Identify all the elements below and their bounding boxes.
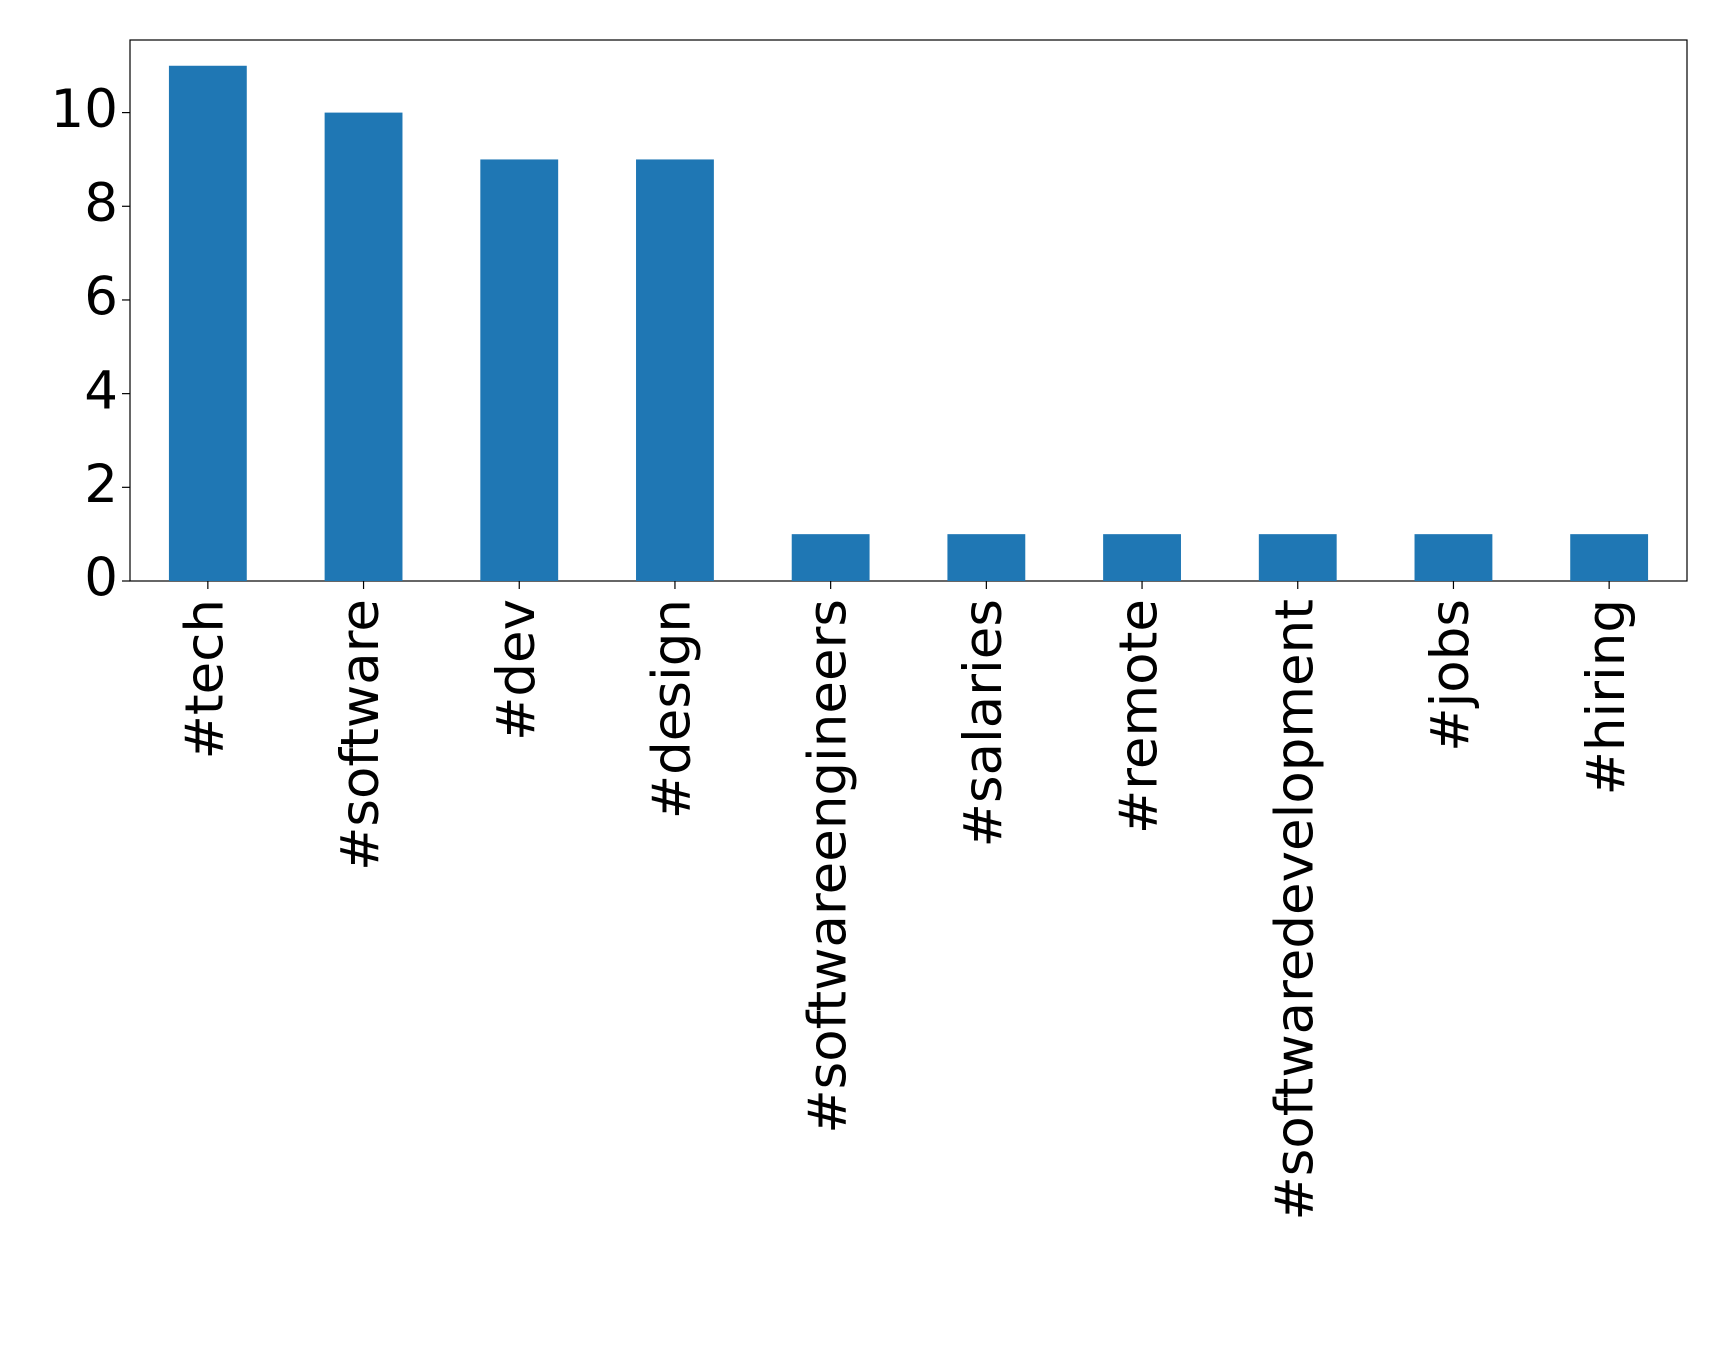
x-tick-label: #tech <box>174 599 235 760</box>
axes-frame <box>129 39 1688 582</box>
x-tick-label: #design <box>642 599 703 819</box>
x-tick-label: #jobs <box>1420 599 1481 752</box>
y-tick-label: 10 <box>51 79 118 140</box>
x-tick-label: #hiring <box>1576 599 1637 795</box>
y-tick-label: 0 <box>84 548 118 609</box>
x-tick-label: #salaries <box>953 599 1014 847</box>
bar <box>1414 534 1493 581</box>
x-tick-label: #software <box>330 599 391 871</box>
bar <box>1103 534 1181 581</box>
x-tick-label: #dev <box>486 599 547 741</box>
y-tick-label: 6 <box>84 267 118 328</box>
x-tick-label: #softwaredevelopment <box>1264 599 1325 1221</box>
bar <box>1258 534 1337 581</box>
bar <box>947 534 1026 581</box>
y-tick-label: 2 <box>84 454 118 515</box>
x-tick-label: #softwareengineers <box>797 599 858 1134</box>
bar <box>636 159 714 581</box>
y-tick-label: 4 <box>84 360 118 421</box>
y-tick-label: 8 <box>84 173 118 234</box>
x-tick-label: #remote <box>1109 599 1170 834</box>
bar <box>1570 534 1649 581</box>
bar <box>168 65 247 581</box>
bar <box>324 112 403 581</box>
bar <box>480 159 559 581</box>
bar <box>791 534 870 581</box>
